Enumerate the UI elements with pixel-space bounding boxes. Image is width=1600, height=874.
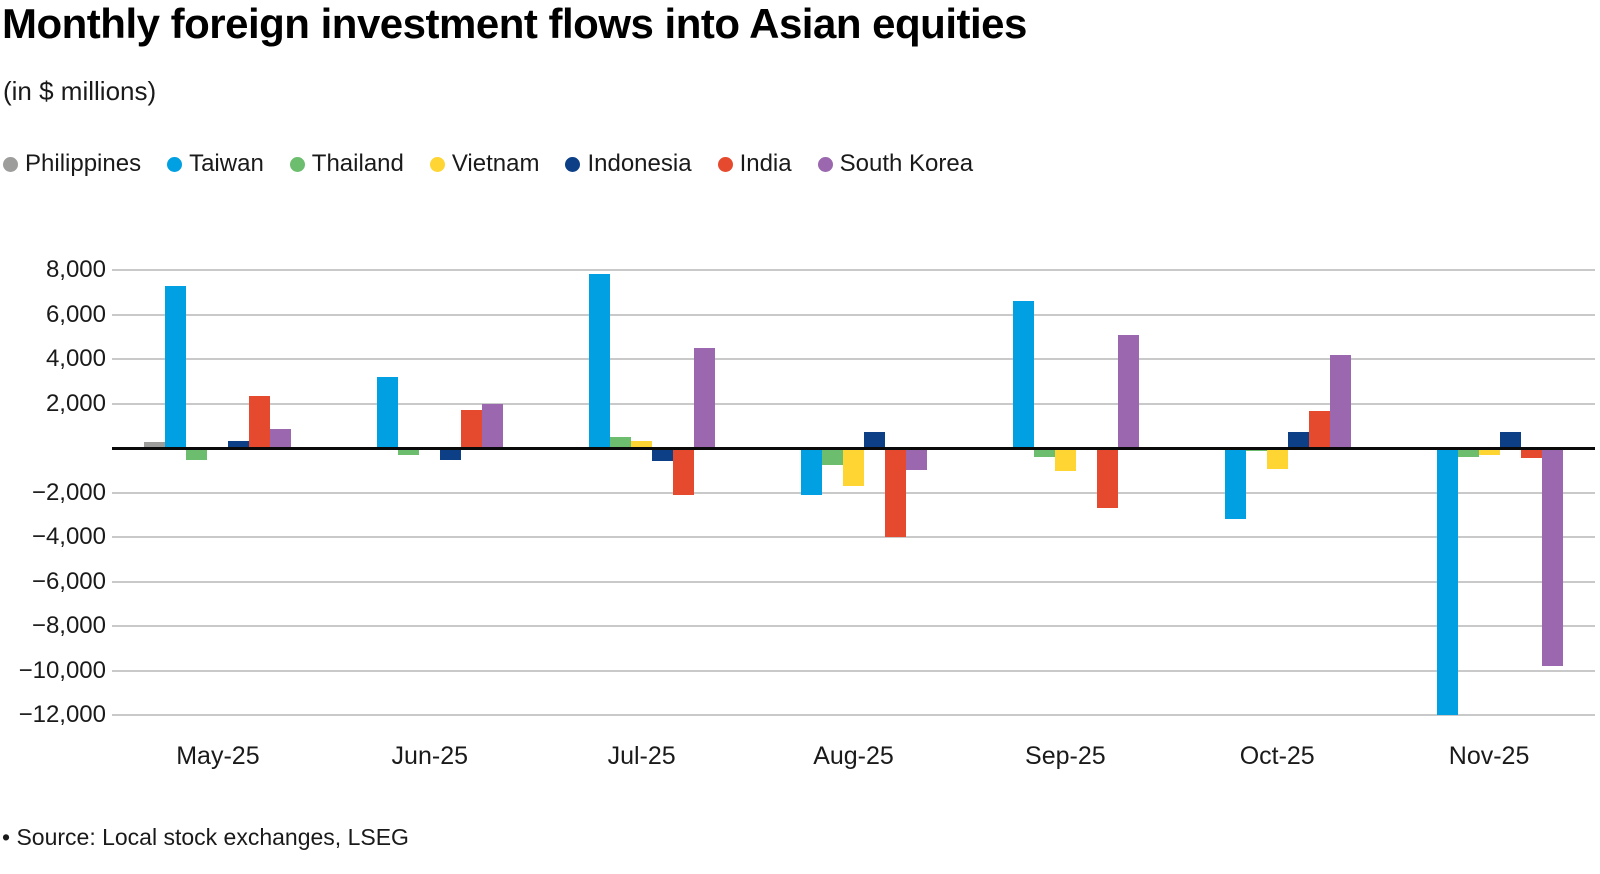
bar-vietnam-nov-25 xyxy=(1478,448,1500,455)
x-axis-label: Oct-25 xyxy=(1239,742,1315,770)
bar-thailand-jun-25 xyxy=(398,448,420,455)
legend-item-taiwan: Taiwan xyxy=(167,150,264,178)
bar-taiwan-nov-25 xyxy=(1436,448,1458,715)
gridline xyxy=(112,670,1595,672)
bar-india-jul-25 xyxy=(673,448,695,495)
source-note: • Source: Local stock exchanges, LSEG xyxy=(2,824,409,850)
bar-taiwan-jun-25 xyxy=(377,376,399,448)
bar-india-may-25 xyxy=(249,395,271,448)
bar-south-korea-nov-25 xyxy=(1541,448,1563,666)
y-axis-tick-label: 6,000 xyxy=(45,301,106,328)
legend-label: South Korea xyxy=(839,150,974,177)
chart-subtitle: (in $ millions) xyxy=(3,76,157,106)
legend-dot-icon xyxy=(289,156,305,172)
bar-south-korea-jun-25 xyxy=(482,403,504,448)
chart-title: Monthly foreign investment flows into As… xyxy=(2,0,1027,47)
bar-indonesia-nov-25 xyxy=(1499,432,1521,448)
bar-india-nov-25 xyxy=(1520,448,1542,458)
bar-taiwan-aug-25 xyxy=(801,448,822,495)
legend-label: Taiwan xyxy=(189,150,264,177)
gridline xyxy=(112,269,1595,271)
bar-philippines-may-25 xyxy=(144,442,166,448)
x-axis-label: Jul-25 xyxy=(607,742,676,770)
y-axis-tick-label: 2,000 xyxy=(45,390,106,417)
y-axis-tick-label: −10,000 xyxy=(18,657,106,684)
bar-indonesia-jul-25 xyxy=(652,448,674,462)
bar-south-korea-oct-25 xyxy=(1329,354,1351,448)
gridline xyxy=(112,536,1595,538)
legend-dot-icon xyxy=(717,156,733,172)
y-axis-tick-label: −6,000 xyxy=(31,568,106,595)
legend-item-south-korea: South Korea xyxy=(817,150,974,178)
bar-taiwan-sep-25 xyxy=(1012,301,1034,448)
gridline xyxy=(112,492,1595,494)
legend-dot-icon xyxy=(429,156,445,172)
bar-vietnam-sep-25 xyxy=(1054,448,1076,472)
legend-item-philippines: Philippines xyxy=(3,150,141,178)
gridline xyxy=(112,403,1595,405)
zero-axis-line xyxy=(112,447,1595,450)
y-axis-tick-label: 8,000 xyxy=(45,256,106,283)
gridline xyxy=(112,581,1595,583)
legend-label: Indonesia xyxy=(587,150,692,177)
gridline xyxy=(112,314,1595,316)
bar-indonesia-aug-25 xyxy=(864,432,885,448)
bar-south-korea-may-25 xyxy=(270,429,292,448)
legend-item-indonesia: Indonesia xyxy=(565,150,692,178)
legend-label: Vietnam xyxy=(451,150,540,177)
bar-south-korea-aug-25 xyxy=(906,448,927,471)
bar-vietnam-jul-25 xyxy=(631,441,653,448)
bar-thailand-jul-25 xyxy=(610,436,632,448)
bar-thailand-sep-25 xyxy=(1033,448,1055,457)
legend-item-vietnam: Vietnam xyxy=(429,150,540,178)
y-axis-tick-label: −2,000 xyxy=(31,479,106,506)
gridline xyxy=(112,714,1595,716)
bar-india-oct-25 xyxy=(1308,411,1330,448)
legend-label: India xyxy=(739,150,792,177)
bar-indonesia-oct-25 xyxy=(1287,432,1309,448)
legend-item-india: India xyxy=(717,150,792,178)
bar-south-korea-sep-25 xyxy=(1117,334,1139,448)
legend-label: Thailand xyxy=(311,150,404,177)
legend-item-thailand: Thailand xyxy=(289,150,404,178)
y-axis-tick-label: −12,000 xyxy=(18,701,106,728)
legend: Philippines Taiwan Thailand Vietnam Indonesi… xyxy=(3,150,973,178)
bar-south-korea-jul-25 xyxy=(694,347,716,448)
bar-taiwan-oct-25 xyxy=(1224,448,1246,520)
x-axis-label: Jun-25 xyxy=(391,742,469,770)
bar-taiwan-jul-25 xyxy=(589,274,611,448)
bar-thailand-nov-25 xyxy=(1457,448,1479,457)
x-axis-label: Nov-25 xyxy=(1448,742,1530,770)
x-axis-label: May-25 xyxy=(176,742,260,770)
bar-thailand-aug-25 xyxy=(822,448,843,465)
bar-indonesia-may-25 xyxy=(228,441,250,448)
y-axis-tick-label: −4,000 xyxy=(31,523,106,550)
bar-vietnam-oct-25 xyxy=(1266,448,1288,470)
bar-taiwan-may-25 xyxy=(165,285,187,448)
bar-india-sep-25 xyxy=(1096,448,1118,509)
legend-dot-icon xyxy=(167,156,183,172)
x-axis-label: Sep-25 xyxy=(1025,742,1106,770)
bar-india-aug-25 xyxy=(885,448,906,537)
legend-dot-icon xyxy=(817,156,833,172)
gridline xyxy=(112,358,1595,360)
gridline xyxy=(112,625,1595,627)
bar-india-jun-25 xyxy=(461,410,483,448)
bar-vietnam-aug-25 xyxy=(843,448,864,486)
legend-label: Philippines xyxy=(25,150,142,177)
bar-thailand-may-25 xyxy=(186,448,208,461)
x-axis-label: Aug-25 xyxy=(813,742,894,770)
y-axis-tick-label: 4,000 xyxy=(45,345,106,372)
bar-indonesia-jun-25 xyxy=(440,448,462,461)
legend-dot-icon xyxy=(565,156,581,172)
y-axis-tick-label: −8,000 xyxy=(31,612,106,639)
legend-dot-icon xyxy=(3,156,18,172)
